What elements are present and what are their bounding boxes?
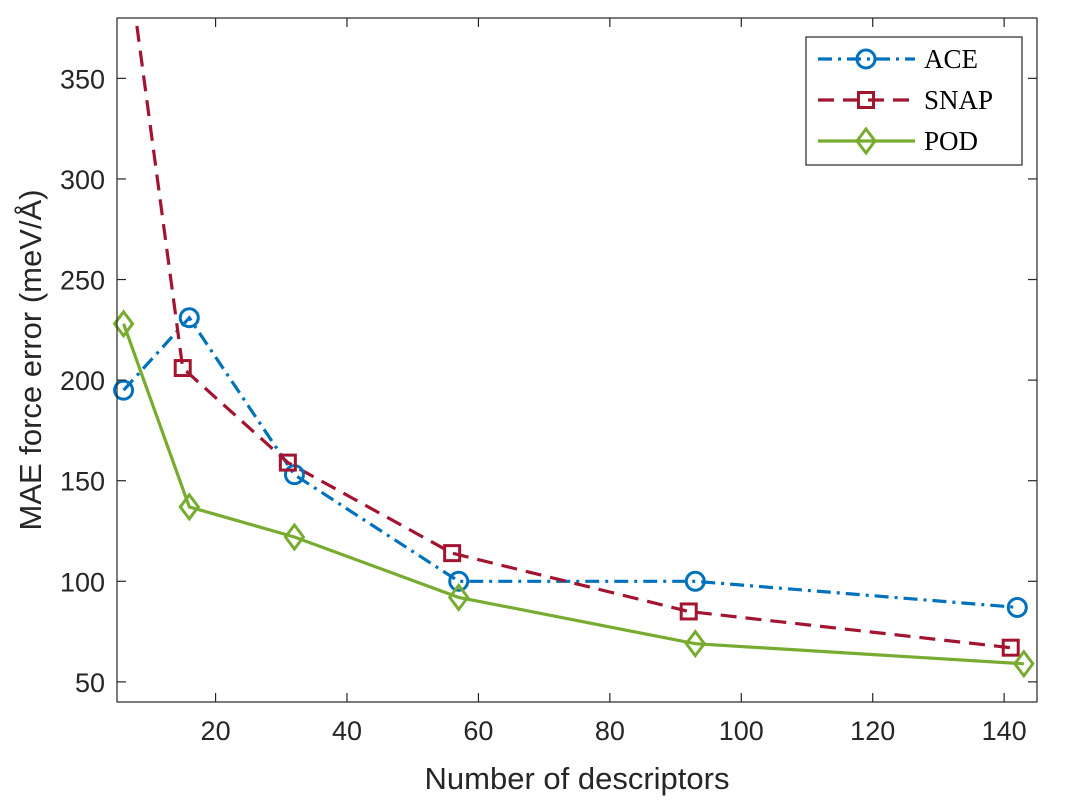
- x-tick-label: 140: [982, 716, 1027, 746]
- legend: ACE SNAP POD: [805, 36, 1023, 166]
- ace-data-point: [1006, 596, 1028, 618]
- x-tick-label: 80: [595, 716, 625, 746]
- x-tick-label: 60: [463, 716, 493, 746]
- snap-data-point: [173, 359, 192, 378]
- y-tick-label: 350: [60, 64, 105, 94]
- pod-data-point: [1012, 649, 1035, 679]
- snap-data-point: [1001, 638, 1020, 657]
- legend-snap-label: SNAP: [924, 85, 993, 115]
- x-tick-label: 100: [719, 716, 764, 746]
- snap-series-line: [134, 18, 1011, 650]
- snap-data-point: [679, 602, 698, 621]
- ace-data-point: [178, 307, 200, 329]
- ace-series-line: [122, 315, 1018, 609]
- pod-data-point: [283, 522, 306, 552]
- y-tick-label: 50: [75, 668, 105, 698]
- snap-data-point: [278, 453, 297, 472]
- legend-pod-marker: [855, 126, 877, 156]
- legend-ace-label: ACE: [924, 44, 978, 74]
- y-tick-label: 150: [60, 467, 105, 497]
- legend-pod-label: POD: [924, 126, 978, 156]
- snap-data-point: [443, 544, 462, 563]
- x-tick-label: 20: [201, 716, 231, 746]
- y-tick-label: 250: [60, 266, 105, 296]
- ace-data-point: [113, 379, 135, 401]
- x-tick-label: 120: [850, 716, 895, 746]
- pod-data-point: [178, 492, 201, 522]
- x-tick-label: 40: [332, 716, 362, 746]
- y-tick-label: 300: [60, 165, 105, 195]
- y-tick-label: 200: [60, 366, 105, 396]
- pod-data-point: [447, 582, 470, 612]
- y-axis-label: MAE force error (meV/Å): [13, 189, 48, 530]
- legend-ace-marker: [855, 48, 877, 70]
- ace-data-point: [448, 570, 470, 592]
- ace-data-point: [684, 570, 706, 592]
- x-axis-label: Number of descriptors: [425, 761, 730, 796]
- legend-snap-marker: [857, 91, 875, 109]
- plot-frame: [116, 17, 1038, 703]
- pod-data-point: [684, 629, 707, 659]
- y-tick-label: 100: [60, 567, 105, 597]
- pod-series-line: [122, 323, 1024, 666]
